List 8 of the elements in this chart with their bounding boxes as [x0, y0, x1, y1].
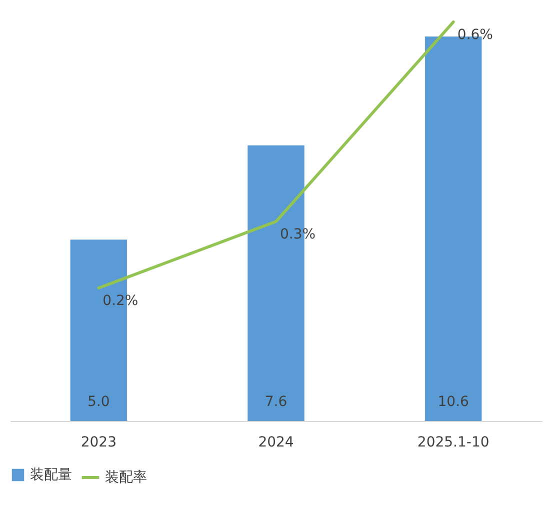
x-tick-label: 2023	[80, 434, 116, 450]
data-label: 7.6	[264, 394, 288, 410]
data-label: 10.6	[438, 394, 470, 410]
legend-label: 装配率	[105, 470, 147, 486]
x-tick-label: 2024	[258, 434, 294, 450]
legend-label: 装配量	[30, 467, 72, 483]
x-tick-label: 2025.1-10	[417, 434, 490, 450]
data-label: 5.0	[88, 394, 110, 410]
